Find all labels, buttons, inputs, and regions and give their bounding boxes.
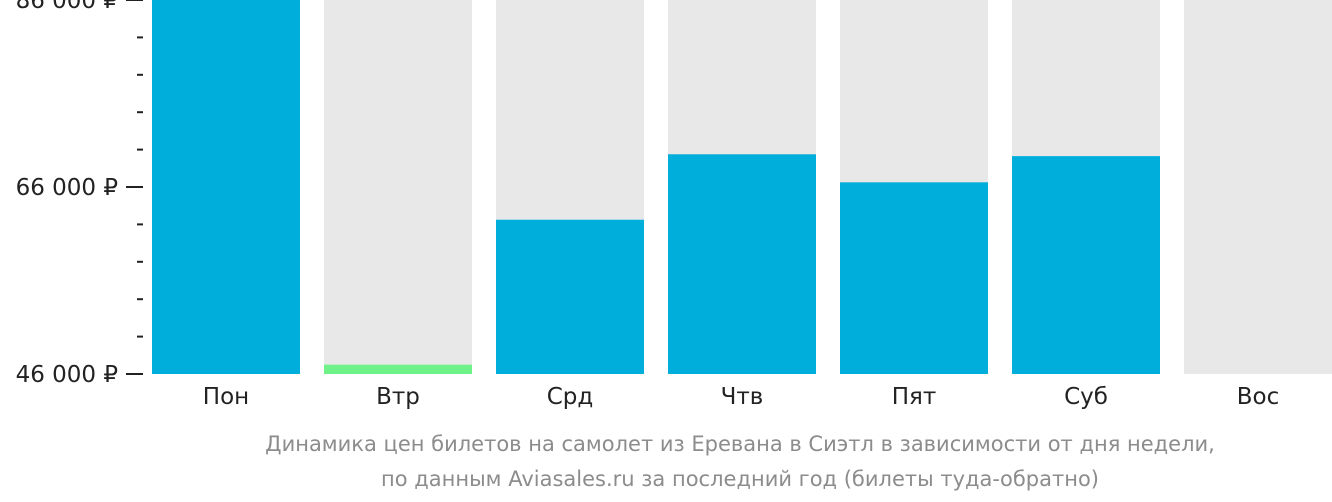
bar-track: [1184, 0, 1332, 374]
y-tick-label: 66 000 ₽: [16, 175, 118, 201]
bar: [496, 219, 644, 374]
y-tick-label: 46 000 ₽: [16, 362, 118, 388]
y-tick-label: 86 000 ₽: [16, 0, 118, 14]
chart-caption-line-2: по данным Aviasales.ru за последний год …: [381, 467, 1099, 491]
x-tick-label: Суб: [1064, 384, 1108, 410]
chart-caption-line-1: Динамика цен билетов на самолет из Ерева…: [265, 432, 1215, 456]
x-tick-label: Пон: [203, 384, 249, 410]
bar-track: [324, 0, 472, 374]
bar: [324, 364, 472, 374]
x-tick-label: Пят: [892, 384, 937, 410]
x-tick-label: Втр: [376, 384, 420, 410]
bar: [668, 154, 816, 374]
x-tick-label: Срд: [547, 384, 594, 410]
bar: [840, 182, 988, 374]
y-axis: 86 000 ₽ 66 000 ₽ 46 000 ₽: [16, 0, 143, 388]
x-tick-label: Вос: [1237, 384, 1280, 410]
bar: [152, 0, 300, 374]
x-axis-labels: Пон Втр Срд Чтв Пят Суб Вос: [203, 384, 1279, 410]
x-tick-label: Чтв: [721, 384, 764, 410]
price-by-weekday-chart: 86 000 ₽ 66 000 ₽ 46 000 ₽ Пон Втр Срд Чтв Пят…: [16, 0, 1332, 410]
bars: [152, 0, 1160, 374]
bar: [1012, 156, 1160, 374]
